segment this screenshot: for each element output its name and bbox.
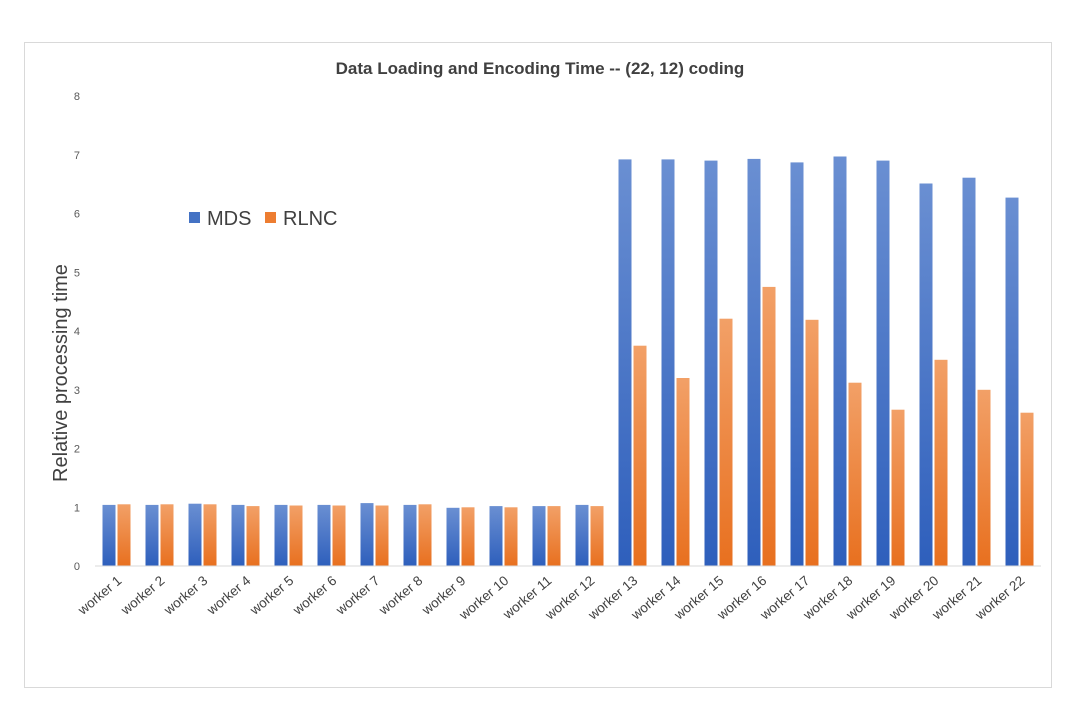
y-tick-label: 8 (74, 91, 80, 103)
x-tick-label: worker 5 (246, 573, 296, 618)
chart-frame: Data Loading and Encoding Time -- (22, 1… (24, 42, 1052, 688)
y-axis-title: Relative processing time (50, 264, 72, 482)
y-tick-label: 2 (74, 444, 80, 456)
bar-rlnc-16 (762, 286, 776, 566)
bar-rlnc-20 (934, 359, 948, 566)
bar-rlnc-11 (547, 506, 561, 566)
x-tick-label: worker 3 (160, 573, 210, 618)
y-tick-label: 0 (74, 561, 80, 573)
bar-mds-18 (833, 156, 847, 566)
bar-mds-20 (919, 183, 933, 566)
bar-mds-8 (403, 504, 417, 566)
legend: MDS RLNC (189, 208, 337, 230)
x-tick-label: worker 7 (332, 573, 382, 618)
bar-rlnc-8 (418, 504, 432, 566)
x-tick-label: worker 1 (74, 573, 124, 618)
bar-rlnc-7 (375, 505, 389, 566)
y-tick-label: 3 (74, 385, 80, 397)
legend-swatch-rlnc (265, 212, 276, 223)
y-tick-label: 5 (74, 267, 80, 279)
bar-mds-17 (790, 162, 804, 566)
bar-rlnc-1 (117, 504, 131, 566)
bar-mds-19 (876, 160, 890, 566)
bar-rlnc-14 (676, 378, 690, 566)
bar-rlnc-4 (246, 506, 260, 566)
bar-mds-12 (575, 504, 589, 566)
bar-mds-9 (446, 507, 460, 566)
bar-rlnc-15 (719, 318, 733, 566)
bar-mds-13 (618, 159, 632, 566)
bar-rlnc-9 (461, 507, 475, 567)
bar-rlnc-2 (160, 504, 174, 566)
bar-mds-11 (532, 506, 546, 566)
bar-rlnc-10 (504, 507, 518, 567)
bar-mds-16 (747, 158, 761, 566)
bar-rlnc-21 (977, 389, 991, 567)
bar-mds-4 (231, 504, 245, 566)
x-tick-label: worker 4 (203, 572, 253, 618)
bar-mds-7 (360, 503, 374, 566)
bar-mds-21 (962, 177, 976, 566)
bar-rlnc-12 (590, 506, 604, 566)
chart-title: Data Loading and Encoding Time -- (22, 1… (336, 59, 745, 78)
legend-swatch-mds (189, 212, 200, 223)
bar-mds-2 (145, 504, 159, 566)
bar-mds-1 (102, 504, 116, 566)
y-axis-ticks: 0 1 2 3 4 5 6 7 8 (74, 91, 80, 573)
legend-label-mds: MDS (207, 208, 251, 230)
bar-mds-6 (317, 504, 331, 566)
bar-chart: Data Loading and Encoding Time -- (22, 1… (50, 59, 1041, 623)
y-tick-label: 1 (74, 502, 80, 514)
x-tick-label: worker 6 (289, 573, 339, 618)
x-tick-label: worker 8 (375, 573, 425, 618)
x-tick-label: worker 2 (117, 573, 167, 618)
bar-rlnc-6 (332, 505, 346, 566)
y-tick-label: 7 (74, 150, 80, 162)
bar-mds-15 (704, 160, 718, 566)
bar-mds-22 (1005, 197, 1019, 566)
bar-rlnc-17 (805, 319, 819, 566)
bar-mds-14 (661, 159, 675, 566)
bar-rlnc-19 (891, 409, 905, 566)
bar-rlnc-13 (633, 345, 647, 566)
bar-rlnc-22 (1020, 412, 1034, 566)
bar-mds-3 (188, 503, 202, 566)
bar-rlnc-3 (203, 504, 217, 566)
bar-mds-5 (274, 504, 288, 566)
bar-mds-10 (489, 506, 503, 566)
bars (102, 156, 1034, 567)
bar-rlnc-18 (848, 382, 862, 566)
y-tick-label: 6 (74, 209, 80, 221)
y-tick-label: 4 (74, 326, 80, 338)
bar-rlnc-5 (289, 505, 303, 566)
legend-label-rlnc: RLNC (283, 208, 337, 230)
